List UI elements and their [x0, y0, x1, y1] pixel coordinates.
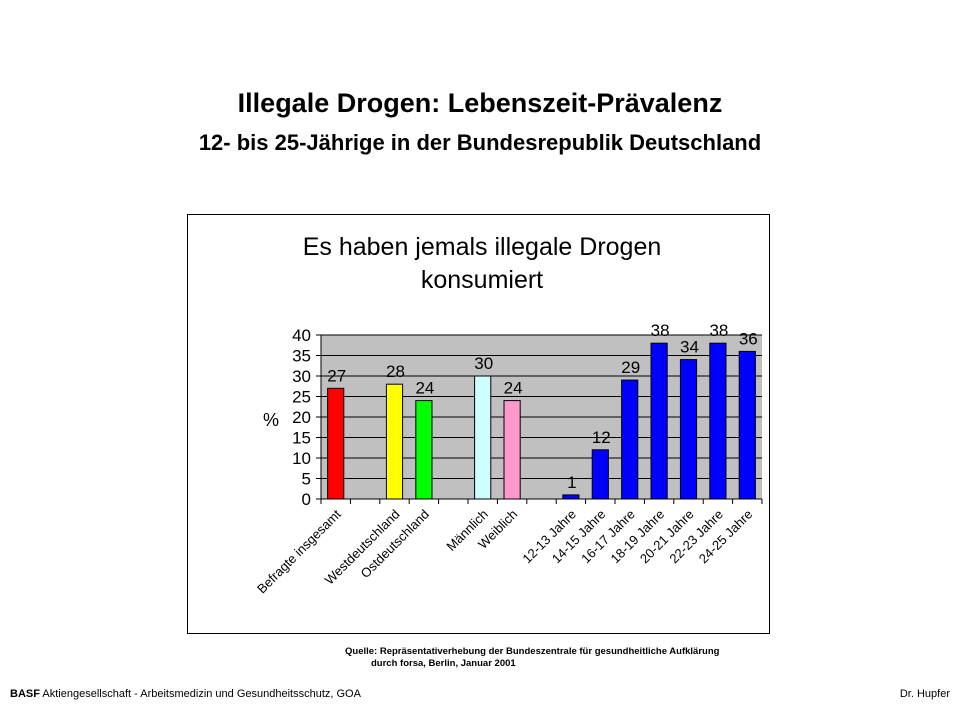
y-tick-label: 15: [292, 429, 311, 448]
source-note: Quelle: Repräsentativerhebung der Bundes…: [345, 646, 719, 670]
footer-left: BASF Aktiengesellschaft - Arbeitsmedizin…: [10, 688, 361, 700]
data-label: 29: [621, 358, 640, 377]
footer-company: Aktiengesellschaft - Arbeitsmedizin und …: [42, 688, 361, 700]
bar: [591, 449, 609, 500]
slide-subtitle: 12- bis 25-Jährige in der Bundesrepublik…: [198, 130, 762, 155]
y-tick-label: 25: [292, 388, 311, 407]
bar: [679, 359, 698, 500]
bar: [738, 350, 756, 500]
data-label: 38: [651, 321, 670, 340]
data-label: 38: [709, 321, 728, 340]
chart-title-line-2: konsumiert: [421, 266, 543, 294]
chart-title-line-1: Es haben jemals illegale Drogen: [303, 233, 662, 261]
y-tick-label: 0: [302, 490, 311, 509]
source-line-1: Quelle: Repräsentativerhebung der Bundes…: [345, 646, 720, 657]
bar: [474, 375, 492, 500]
footer-author: Dr. Hupfer: [899, 688, 950, 700]
bar: [650, 342, 668, 500]
y-tick-label: 30: [292, 367, 311, 386]
y-tick-label: 40: [292, 326, 311, 345]
bar: [327, 387, 345, 500]
footer-brand: BASF: [10, 688, 40, 700]
data-label: 36: [739, 329, 758, 348]
y-tick-label: 20: [292, 408, 311, 427]
bar: [621, 379, 639, 500]
data-label: 24: [415, 379, 434, 398]
y-axis-label: %: [263, 410, 279, 430]
data-label: 28: [386, 362, 405, 381]
slide-title: Illegale Drogen: Lebenszeit-Prävalenz: [237, 88, 723, 118]
data-label: 12: [592, 428, 611, 447]
bar: [503, 400, 521, 500]
y-tick-label: 5: [302, 470, 311, 489]
bar-chart: Es haben jemals illegale Drogen konsumie…: [254, 233, 763, 596]
bar: [415, 400, 433, 500]
source-line-2: durch forsa, Berlin, Januar 2001: [371, 658, 516, 669]
bar: [385, 383, 404, 500]
chart-frame: Es haben jemals illegale Drogen konsumie…: [187, 214, 770, 634]
data-label: 30: [474, 354, 493, 373]
data-label: 1: [567, 473, 576, 492]
bar: [709, 342, 727, 500]
bar: [562, 494, 580, 500]
data-label: 34: [680, 338, 699, 357]
data-label: 24: [504, 379, 523, 398]
y-tick-label: 35: [292, 347, 311, 366]
data-label: 27: [327, 366, 346, 385]
y-tick-label: 10: [292, 449, 311, 468]
